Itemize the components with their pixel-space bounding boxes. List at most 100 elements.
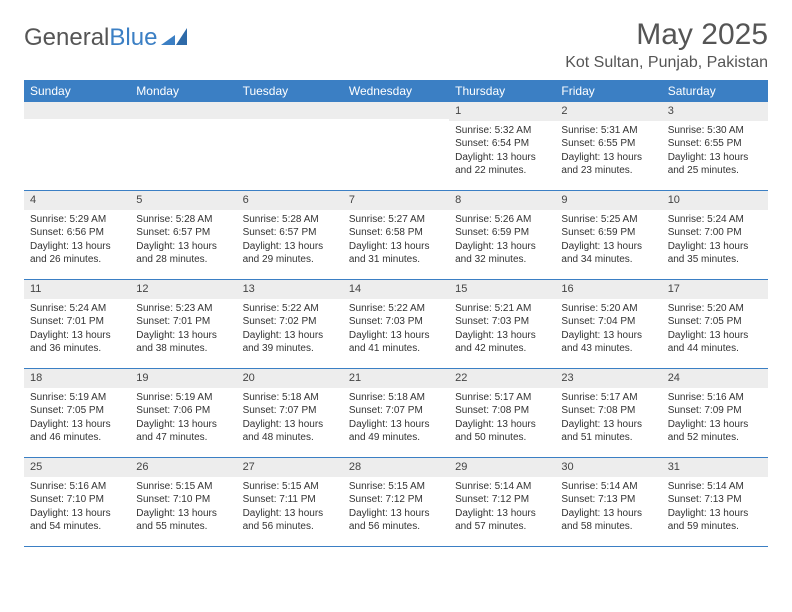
sunset-text: Sunset: 7:13 PM [561,493,655,507]
day-cell: 28Sunrise: 5:15 AMSunset: 7:12 PMDayligh… [343,458,449,546]
day-cell: 29Sunrise: 5:14 AMSunset: 7:12 PMDayligh… [449,458,555,546]
day-number: 15 [449,280,555,299]
sunset-text: Sunset: 7:13 PM [668,493,762,507]
day-cell: 13Sunrise: 5:22 AMSunset: 7:02 PMDayligh… [237,280,343,368]
day-number: 2 [555,102,661,121]
day-body: Sunrise: 5:18 AMSunset: 7:07 PMDaylight:… [237,388,343,451]
daylight-text: Daylight: 13 hours and 41 minutes. [349,329,443,356]
sunrise-text: Sunrise: 5:14 AM [561,480,655,494]
day-body: Sunrise: 5:23 AMSunset: 7:01 PMDaylight:… [130,299,236,362]
day-number: 29 [449,458,555,477]
day-cell: 11Sunrise: 5:24 AMSunset: 7:01 PMDayligh… [24,280,130,368]
day-header: Tuesday [237,80,343,102]
daylight-text: Daylight: 13 hours and 47 minutes. [136,418,230,445]
day-body: Sunrise: 5:28 AMSunset: 6:57 PMDaylight:… [130,210,236,273]
sunrise-text: Sunrise: 5:31 AM [561,124,655,138]
sunrise-text: Sunrise: 5:20 AM [561,302,655,316]
day-cell: 3Sunrise: 5:30 AMSunset: 6:55 PMDaylight… [662,102,768,190]
daylight-text: Daylight: 13 hours and 59 minutes. [668,507,762,534]
day-body: Sunrise: 5:29 AMSunset: 6:56 PMDaylight:… [24,210,130,273]
sunrise-text: Sunrise: 5:29 AM [30,213,124,227]
day-body [343,119,449,128]
week-row: 11Sunrise: 5:24 AMSunset: 7:01 PMDayligh… [24,280,768,369]
sunrise-text: Sunrise: 5:24 AM [668,213,762,227]
day-cell: 19Sunrise: 5:19 AMSunset: 7:06 PMDayligh… [130,369,236,457]
sunset-text: Sunset: 7:12 PM [455,493,549,507]
day-cell: 30Sunrise: 5:14 AMSunset: 7:13 PMDayligh… [555,458,661,546]
day-body: Sunrise: 5:30 AMSunset: 6:55 PMDaylight:… [662,121,768,184]
day-number: 1 [449,102,555,121]
day-body [24,119,130,128]
sunset-text: Sunset: 7:03 PM [349,315,443,329]
sunset-text: Sunset: 6:59 PM [561,226,655,240]
location: Kot Sultan, Punjab, Pakistan [565,54,768,72]
day-cell: 5Sunrise: 5:28 AMSunset: 6:57 PMDaylight… [130,191,236,279]
day-body: Sunrise: 5:22 AMSunset: 7:02 PMDaylight:… [237,299,343,362]
daylight-text: Daylight: 13 hours and 28 minutes. [136,240,230,267]
daylight-text: Daylight: 13 hours and 44 minutes. [668,329,762,356]
day-number: 13 [237,280,343,299]
sunrise-text: Sunrise: 5:32 AM [455,124,549,138]
day-cell: 21Sunrise: 5:18 AMSunset: 7:07 PMDayligh… [343,369,449,457]
daylight-text: Daylight: 13 hours and 50 minutes. [455,418,549,445]
day-header: Saturday [662,80,768,102]
day-number: 16 [555,280,661,299]
sunset-text: Sunset: 6:55 PM [668,137,762,151]
day-number: 19 [130,369,236,388]
daylight-text: Daylight: 13 hours and 36 minutes. [30,329,124,356]
sunset-text: Sunset: 7:06 PM [136,404,230,418]
day-body: Sunrise: 5:15 AMSunset: 7:10 PMDaylight:… [130,477,236,540]
sunset-text: Sunset: 7:03 PM [455,315,549,329]
day-header: Monday [130,80,236,102]
day-body: Sunrise: 5:14 AMSunset: 7:13 PMDaylight:… [662,477,768,540]
day-number: 10 [662,191,768,210]
day-cell: 16Sunrise: 5:20 AMSunset: 7:04 PMDayligh… [555,280,661,368]
daylight-text: Daylight: 13 hours and 22 minutes. [455,151,549,178]
daylight-text: Daylight: 13 hours and 31 minutes. [349,240,443,267]
daylight-text: Daylight: 13 hours and 54 minutes. [30,507,124,534]
day-body: Sunrise: 5:19 AMSunset: 7:05 PMDaylight:… [24,388,130,451]
sunrise-text: Sunrise: 5:27 AM [349,213,443,227]
daylight-text: Daylight: 13 hours and 52 minutes. [668,418,762,445]
week-row: 18Sunrise: 5:19 AMSunset: 7:05 PMDayligh… [24,369,768,458]
brand-name-a: General [24,24,109,52]
day-cell: 10Sunrise: 5:24 AMSunset: 7:00 PMDayligh… [662,191,768,279]
day-cell: 14Sunrise: 5:22 AMSunset: 7:03 PMDayligh… [343,280,449,368]
day-cell: 4Sunrise: 5:29 AMSunset: 6:56 PMDaylight… [24,191,130,279]
day-body: Sunrise: 5:24 AMSunset: 7:01 PMDaylight:… [24,299,130,362]
sunrise-text: Sunrise: 5:24 AM [30,302,124,316]
day-number: 22 [449,369,555,388]
daylight-text: Daylight: 13 hours and 38 minutes. [136,329,230,356]
sunset-text: Sunset: 7:01 PM [30,315,124,329]
sunrise-text: Sunrise: 5:17 AM [455,391,549,405]
sunrise-text: Sunrise: 5:16 AM [668,391,762,405]
day-number: 17 [662,280,768,299]
day-body: Sunrise: 5:18 AMSunset: 7:07 PMDaylight:… [343,388,449,451]
day-body: Sunrise: 5:31 AMSunset: 6:55 PMDaylight:… [555,121,661,184]
sunrise-text: Sunrise: 5:18 AM [243,391,337,405]
sunrise-text: Sunrise: 5:22 AM [349,302,443,316]
sunset-text: Sunset: 7:05 PM [668,315,762,329]
day-number: 25 [24,458,130,477]
day-cell: 25Sunrise: 5:16 AMSunset: 7:10 PMDayligh… [24,458,130,546]
day-cell: 31Sunrise: 5:14 AMSunset: 7:13 PMDayligh… [662,458,768,546]
day-number [237,102,343,119]
day-body: Sunrise: 5:26 AMSunset: 6:59 PMDaylight:… [449,210,555,273]
day-cell: 6Sunrise: 5:28 AMSunset: 6:57 PMDaylight… [237,191,343,279]
day-number: 21 [343,369,449,388]
sunrise-text: Sunrise: 5:30 AM [668,124,762,138]
day-body: Sunrise: 5:14 AMSunset: 7:12 PMDaylight:… [449,477,555,540]
sunrise-text: Sunrise: 5:21 AM [455,302,549,316]
calendar: SundayMondayTuesdayWednesdayThursdayFrid… [24,80,768,547]
day-number: 6 [237,191,343,210]
sunset-text: Sunset: 6:57 PM [243,226,337,240]
sunrise-text: Sunrise: 5:19 AM [30,391,124,405]
day-cell: 9Sunrise: 5:25 AMSunset: 6:59 PMDaylight… [555,191,661,279]
sunrise-text: Sunrise: 5:20 AM [668,302,762,316]
daylight-text: Daylight: 13 hours and 51 minutes. [561,418,655,445]
daylight-text: Daylight: 13 hours and 29 minutes. [243,240,337,267]
week-row: 25Sunrise: 5:16 AMSunset: 7:10 PMDayligh… [24,458,768,547]
day-body: Sunrise: 5:25 AMSunset: 6:59 PMDaylight:… [555,210,661,273]
sunrise-text: Sunrise: 5:18 AM [349,391,443,405]
daylight-text: Daylight: 13 hours and 32 minutes. [455,240,549,267]
